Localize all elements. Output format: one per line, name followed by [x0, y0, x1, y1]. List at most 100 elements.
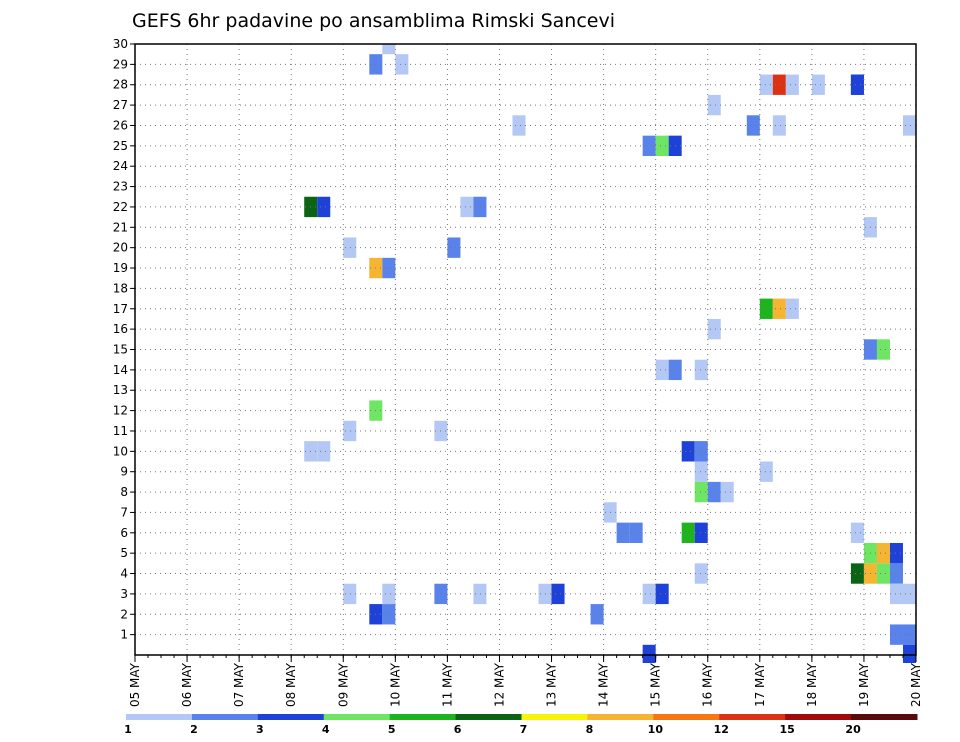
- chart-title: GEFS 6hr padavine po ansamblima Rimski S…: [132, 10, 615, 32]
- heatmap-cell: [642, 644, 656, 663]
- x-tick-label: 12 MAY: [492, 662, 506, 707]
- grid-lines: [135, 44, 916, 655]
- y-tick-label: 25: [113, 139, 128, 153]
- heatmap-cell: [876, 563, 890, 584]
- heatmap-cell: [590, 604, 604, 625]
- y-tick-label: 2: [120, 607, 128, 621]
- heatmap-cell: [473, 196, 487, 218]
- y-tick-label: 15: [113, 343, 128, 357]
- heatmap-cell: [382, 257, 396, 279]
- y-tick-label: 28: [113, 78, 128, 92]
- heatmap-cell: [902, 115, 916, 136]
- legend-label: 5: [388, 723, 396, 736]
- legend-swatch: [587, 714, 654, 720]
- heatmap-cell: [707, 318, 721, 340]
- heatmap-cell: [473, 583, 487, 605]
- heatmap-cell: [759, 74, 773, 95]
- heatmap-cell: [902, 644, 916, 663]
- x-tick-label: 11 MAY: [440, 662, 454, 707]
- heatmap-cells: [304, 44, 916, 663]
- heatmap-cell: [785, 74, 799, 95]
- heatmap-cell: [512, 115, 526, 136]
- heatmap-cell: [694, 441, 708, 462]
- heatmap-cell: [772, 298, 786, 319]
- x-tick-label: 08 MAY: [284, 662, 298, 707]
- heatmap-cell: [850, 563, 864, 584]
- heatmap-cell: [707, 481, 721, 503]
- heatmap-cell: [382, 44, 396, 55]
- heatmap-cell: [655, 583, 669, 605]
- legend-label: 6: [454, 723, 462, 736]
- heatmap-cell: [343, 420, 357, 442]
- legend: 1 2 3 4 5 6 7 8 10 12 15 20: [124, 714, 918, 736]
- heatmap-cell: [642, 583, 656, 605]
- x-tick-label: 09 MAY: [336, 662, 350, 707]
- heatmap-cell: [707, 94, 721, 116]
- heatmap-cell: [902, 624, 916, 645]
- legend-swatch: [653, 714, 720, 720]
- y-tick-label: 22: [113, 200, 128, 214]
- y-tick-label: 10: [113, 444, 128, 458]
- heatmap-cell: [876, 542, 890, 564]
- heatmap-cell: [694, 563, 708, 584]
- heatmap-cell: [720, 481, 734, 503]
- legend-label: 3: [256, 723, 264, 736]
- heatmap-cell: [317, 196, 331, 218]
- x-tick-label: 17 MAY: [753, 662, 767, 707]
- y-tick-label: 21: [113, 220, 128, 234]
- heatmap-cell: [850, 522, 864, 543]
- legend-label: 2: [190, 723, 198, 736]
- legend-label: 8: [586, 723, 594, 736]
- legend-swatch: [257, 714, 325, 720]
- x-tick-label: 14 MAY: [597, 662, 611, 707]
- heatmap-cell: [317, 441, 331, 462]
- legend-swatch: [851, 714, 918, 720]
- y-tick-label: 27: [113, 98, 128, 112]
- heatmap-cell: [876, 339, 890, 360]
- heatmap-cell: [759, 298, 773, 319]
- y-tick-label: 6: [120, 526, 128, 540]
- heatmap-cell: [629, 522, 643, 543]
- heatmap-cell: [382, 583, 396, 605]
- heatmap-cell: [343, 583, 357, 605]
- y-tick-label: 3: [120, 587, 128, 601]
- x-tick-label: 06 MAY: [180, 662, 194, 707]
- y-tick-label: 13: [113, 383, 128, 397]
- heatmap-cell: [343, 237, 357, 258]
- legend-label: 4: [322, 723, 330, 736]
- heatmap-cell: [772, 115, 786, 136]
- x-tick-label: 15 MAY: [649, 662, 663, 707]
- legend-label: 15: [780, 723, 795, 736]
- heatmap-cell: [460, 196, 474, 218]
- y-tick-label: 16: [113, 322, 128, 336]
- legend-label: 20: [845, 723, 861, 736]
- heatmap-cell: [785, 298, 799, 319]
- heatmap-cell: [694, 522, 708, 543]
- x-tick-label: 05 MAY: [128, 662, 142, 707]
- y-tick-label: 29: [113, 57, 128, 71]
- y-tick-label: 30: [113, 37, 128, 51]
- heatmap-cell: [655, 359, 669, 381]
- legend-swatch: [191, 714, 259, 720]
- x-tick-label: 07 MAY: [232, 662, 246, 707]
- y-tick-label: 23: [113, 180, 128, 194]
- legend-swatch: [521, 714, 588, 720]
- legend-label: 12: [714, 723, 729, 736]
- legend-swatch: [719, 714, 786, 720]
- heatmap-cell: [551, 583, 565, 605]
- heatmap-cell: [694, 359, 708, 381]
- heatmap-cell: [746, 115, 760, 136]
- heatmap-cell: [694, 481, 708, 503]
- heatmap-cell: [889, 583, 903, 605]
- heatmap-cell: [382, 604, 396, 625]
- y-tick-label: 26: [113, 118, 128, 132]
- legend-swatch: [785, 714, 852, 720]
- y-tick-label: 19: [113, 261, 128, 275]
- y-tick-label: 7: [120, 505, 128, 519]
- legend-swatch: [323, 714, 391, 720]
- y-tick-label: 5: [120, 546, 128, 560]
- heatmap-cell: [681, 441, 695, 462]
- legend-label: 10: [648, 723, 664, 736]
- heatmap-cell: [850, 74, 864, 95]
- heatmap-cell: [889, 542, 903, 564]
